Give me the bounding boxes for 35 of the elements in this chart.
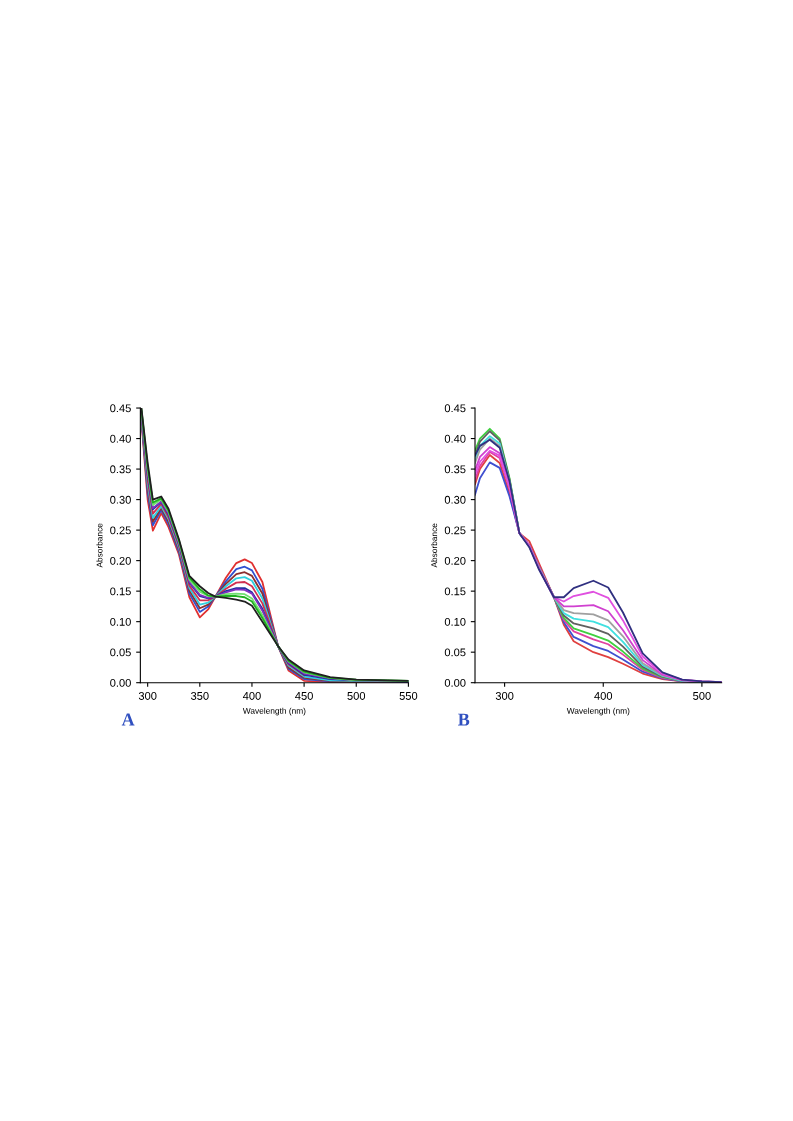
x-tick-label: 400	[594, 692, 613, 700]
text: B	[458, 713, 470, 726]
y-tick-label: 0.40	[110, 434, 131, 443]
x-tick-label: 450	[295, 692, 313, 700]
x-tick-label: 300	[495, 692, 514, 700]
y-tick-label: 0.25	[444, 526, 466, 535]
y-tick-label: 0.15	[110, 587, 131, 596]
y-tick-label: 0.00	[444, 678, 466, 687]
y-tick-label: 0.45	[444, 404, 466, 413]
y-tick-label: 0.15	[444, 587, 466, 596]
y-tick-label: 0.20	[110, 556, 131, 565]
y-axis-title: Absorbance	[96, 523, 103, 568]
y-tick-label: 0.30	[110, 495, 131, 504]
y-tick-label: 0.00	[110, 678, 131, 687]
y-tick-label: 0.10	[110, 617, 131, 626]
y-tick-label: 0.35	[444, 465, 466, 474]
y-tick-label: 0.30	[444, 495, 466, 504]
y-tick-label: 0.20	[444, 556, 466, 565]
x-tick-label: 300	[138, 692, 157, 700]
x-tick-label: 550	[399, 692, 418, 700]
x-tick-label: 400	[242, 692, 261, 700]
x-tick-label: 350	[190, 692, 209, 700]
y-tick-label: 0.05	[444, 648, 466, 657]
y-tick-label: 0.10	[444, 617, 466, 626]
x-tick-label: 500	[347, 692, 366, 700]
y-tick-label: 0.05	[110, 648, 131, 657]
x-axis-title: Wavelength (nm)	[566, 707, 630, 716]
y-tick-label: 0.45	[110, 404, 131, 413]
x-axis-title: Wavelength (nm)	[242, 707, 306, 716]
y-tick-label: 0.40	[444, 434, 466, 443]
y-tick-label: 0.25	[110, 526, 131, 535]
y-tick-label: 0.35	[110, 465, 131, 474]
text: A	[121, 713, 135, 726]
x-tick-label: 500	[693, 692, 711, 700]
y-axis-title: Absorbance	[431, 523, 438, 568]
